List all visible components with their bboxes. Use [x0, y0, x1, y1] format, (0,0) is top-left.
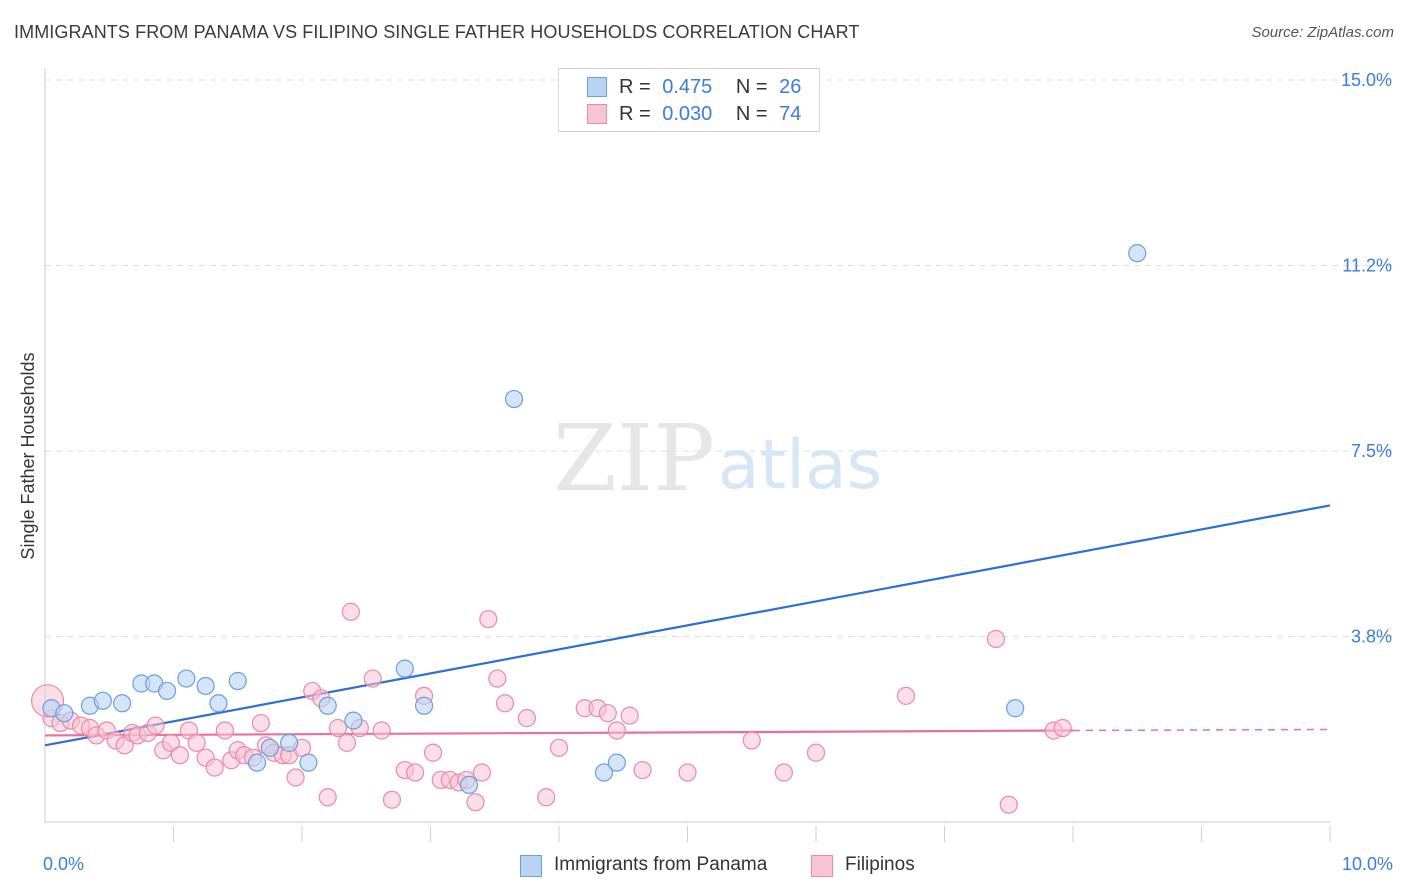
filipinos-point [774, 763, 793, 782]
panama-points [42, 244, 1147, 795]
filipinos-point [1053, 718, 1072, 738]
blue-swatch [520, 855, 542, 877]
legend-label: Immigrants from Panama [554, 854, 768, 875]
tick-labels: 3.8% 7.5% 11.2% 15.0% 0.0% 10.0% [43, 70, 1393, 874]
filipinos-point [363, 669, 382, 688]
y-tick-label: 3.8% [1351, 627, 1392, 647]
watermark: ZIP atlas [553, 405, 882, 512]
n-value: 26 [779, 76, 802, 98]
panama-point [260, 738, 279, 757]
blue-swatch [587, 77, 607, 97]
series-legend: Immigrants from Panama Filipinos [0, 850, 1406, 880]
filipinos-point [251, 713, 270, 733]
filipinos-trend-extension [1072, 728, 1331, 732]
trend-lines [44, 504, 1331, 747]
panama-point [177, 669, 196, 688]
r-label: R = [619, 103, 651, 125]
legend-label: Filipinos [845, 854, 915, 875]
filipinos-point [337, 733, 357, 752]
filipinos-point [620, 706, 639, 725]
filipinos-point [806, 743, 826, 762]
panama-point [209, 694, 228, 713]
filipinos-point [318, 788, 337, 807]
filipinos-point [170, 746, 190, 765]
filipinos-point [187, 733, 206, 752]
chart-title: IMMIGRANTS FROM PANAMA VS FILIPINO SINGL… [14, 22, 860, 42]
filipinos-point [205, 758, 224, 777]
filipinos-point [742, 731, 761, 750]
y-tick-label: 15.0% [1341, 70, 1392, 90]
filipinos-point [382, 790, 402, 809]
filipinos-point [328, 718, 348, 738]
panama-point [247, 753, 267, 772]
filipinos-point [678, 763, 697, 782]
filipinos-point [215, 721, 234, 740]
watermark-atlas: atlas [718, 426, 882, 505]
panama-point [1006, 699, 1025, 718]
y-tick-label: 11.2% [1342, 256, 1392, 276]
grid-lines [45, 79, 1392, 637]
panama-point [1128, 244, 1147, 263]
r-value: 0.030 [662, 103, 713, 125]
panama-point [157, 681, 177, 701]
filipinos-point [161, 733, 181, 752]
filipinos-point [607, 721, 626, 740]
filipinos-trend-line [44, 729, 1074, 737]
filipinos-point [598, 704, 617, 723]
pink-swatch [587, 104, 607, 124]
filipinos-point [466, 793, 485, 812]
panama-point [196, 676, 215, 696]
y-axis-label: Single Father Households [18, 352, 38, 559]
panama-trend-line [44, 504, 1331, 747]
n-label: N = [735, 103, 768, 125]
filipinos-points [30, 602, 1072, 814]
filipinos-point [549, 738, 569, 757]
panama-point [93, 691, 112, 710]
filipinos-point [146, 716, 165, 735]
panama-point [344, 711, 363, 730]
correlation-legend: R = 0.475 N = 26 R = 0.030 N = 74 [558, 68, 820, 132]
filipinos-point [537, 788, 556, 807]
r-label: R = [619, 76, 651, 98]
panama-point [504, 389, 524, 409]
n-value: 74 [779, 103, 802, 125]
n-label: N = [735, 76, 768, 98]
panama-point [299, 753, 318, 772]
x-tick-label: 0.0% [43, 854, 84, 874]
filipinos-point [372, 721, 391, 740]
filipinos-point [495, 694, 515, 713]
y-tick-label: 7.5% [1351, 441, 1392, 461]
panama-point [228, 671, 247, 691]
filipinos-point [423, 743, 443, 762]
pink-swatch [811, 855, 833, 877]
watermark-zip: ZIP [553, 405, 715, 512]
panama-point [414, 696, 434, 715]
filipinos-point [517, 709, 536, 728]
panama-point [55, 704, 74, 723]
source-label: Source: ZipAtlas.com [1251, 24, 1394, 41]
filipinos-point [286, 768, 305, 787]
r-value: 0.475 [662, 76, 713, 98]
filipinos-point [633, 760, 652, 780]
panama-point [318, 696, 337, 715]
panama-point [112, 694, 132, 713]
filipinos-point [479, 610, 498, 629]
panama-point [395, 659, 414, 678]
filipinos-point [472, 763, 491, 782]
filipinos-point [986, 629, 1006, 649]
filipinos-point [896, 686, 916, 705]
x-tick-label: 10.0% [1342, 854, 1393, 874]
panama-point [607, 753, 626, 772]
filipinos-point [405, 763, 425, 782]
filipinos-point [999, 795, 1018, 814]
panama-point [594, 763, 614, 782]
panama-point [459, 775, 479, 795]
panama-point [280, 733, 299, 752]
filipinos-point [488, 669, 507, 688]
filipinos-point [341, 602, 360, 621]
